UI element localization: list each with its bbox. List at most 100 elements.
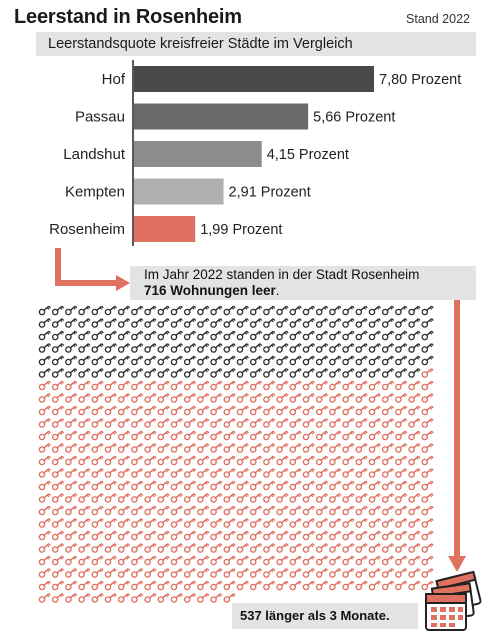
key-icon [263,518,276,528]
key-icon [78,543,91,553]
key-icon [223,343,236,353]
key-icon [368,505,381,516]
key-icon [329,305,342,316]
key-icon [342,330,355,341]
key-icon [263,505,276,516]
key-icon [421,330,434,341]
key-icon [289,493,302,503]
key-icon [381,555,395,566]
key-icon [421,493,434,503]
key-icon [236,318,249,328]
key-icon [276,380,289,391]
key-icon [144,430,157,441]
key-icon [289,318,302,328]
key-icon [170,543,183,553]
key-icon [104,318,117,328]
key-icon [38,330,51,341]
key-icon [421,543,434,553]
key-icon [381,305,395,316]
key-icon [302,405,315,416]
key-icon [368,568,381,578]
key-icon [276,493,289,503]
key-icon [183,530,197,541]
key-icon [421,405,434,416]
key-icon [395,455,408,466]
key-icon [65,443,78,453]
annotation-line1: Im Jahr 2022 standen in der Stadt Rosenh… [144,267,420,282]
key-icon [65,468,78,478]
key-icon [157,343,170,353]
key-icon [65,493,78,503]
key-icon [131,505,144,516]
key-icon [249,355,263,366]
key-icon [197,468,210,478]
key-icon [38,418,51,428]
key-icon [117,530,131,541]
key-icon [421,380,434,391]
key-icon [355,393,368,403]
category-label: Passau [75,109,125,126]
key-icon [117,555,131,566]
key-icon [368,430,381,441]
category-label: Hof [102,71,126,88]
key-icon [104,555,117,566]
key-icon [381,368,395,378]
key-icon [104,580,117,591]
key-icon [368,355,381,366]
key-icon [183,380,197,391]
key-icon [65,330,78,341]
key-icon [302,505,315,516]
key-icon [104,455,117,466]
key-icon [342,543,355,553]
value-label: 2,91 Prozent [229,185,311,201]
key-icon [51,505,65,516]
key-icon [210,418,223,428]
key-icon [421,443,434,453]
key-icon [91,505,104,516]
key-icon [183,305,197,316]
key-icon [38,443,51,453]
key-icon [131,393,144,403]
key-icon [276,530,289,541]
key-icon [144,568,157,578]
key-icon [117,568,131,578]
value-label: 7,80 Prozent [379,72,461,88]
key-icon [51,593,65,603]
key-icon [117,368,131,378]
key-icon [395,380,408,391]
key-icon [223,405,236,416]
key-icon [223,518,236,528]
key-icon [395,430,408,441]
date-stamp: Stand 2022 [406,12,470,26]
key-icon [263,468,276,478]
key-icon [249,380,263,391]
key-icon [197,418,210,428]
key-icon [289,468,302,478]
key-icon [408,505,421,516]
key-icon [315,518,329,528]
key-icon [315,555,329,566]
key-icon [249,405,263,416]
key-icon [381,405,395,416]
page-title: Leerstand in Rosenheim [14,6,242,28]
key-icon [302,480,315,491]
key-icon [38,380,51,391]
key-icon [197,455,210,466]
key-icon [223,543,236,553]
key-icon [263,305,276,316]
key-icon [421,430,434,441]
key-icon [408,305,421,316]
key-icon [170,480,183,491]
key-icon [289,330,302,341]
key-icon [276,330,289,341]
key-icon [289,555,302,566]
key-icon [342,518,355,528]
key-icon [263,368,276,378]
key-icon [355,580,368,591]
key-icon [342,580,355,591]
key-icon [51,405,65,416]
key-icon [78,518,91,528]
key-icon [342,430,355,441]
key-icon [276,393,289,403]
